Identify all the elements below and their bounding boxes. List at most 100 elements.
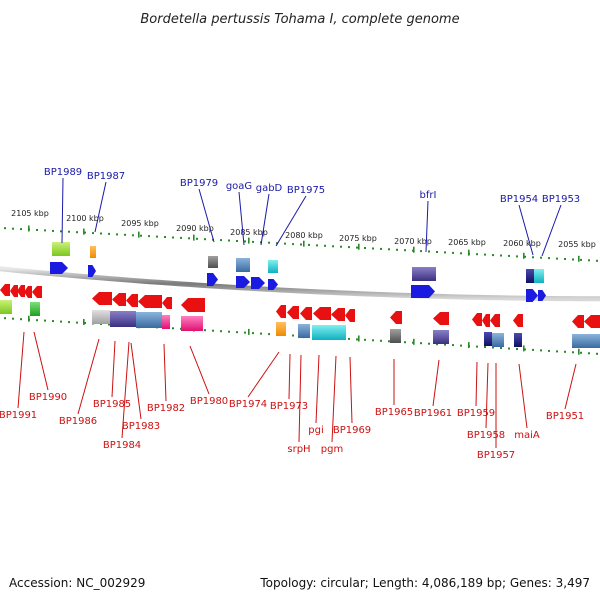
tick-dot — [372, 339, 374, 342]
reverse-gene-arrow — [482, 314, 490, 327]
tick-dot — [356, 338, 358, 341]
reverse-gene-arrow — [138, 295, 162, 308]
gene-label: BP1991 — [0, 410, 37, 421]
tick-dot — [292, 334, 294, 337]
major-tick — [468, 249, 470, 256]
gene-label: srpH — [287, 444, 310, 455]
tick-dot — [316, 244, 318, 247]
reverse-gene-arrow — [390, 311, 402, 324]
tick-label: 2090 kbp — [176, 224, 214, 233]
tick-dot — [68, 230, 70, 233]
accession-text: Accession: NC_002929 — [9, 576, 145, 590]
major-tick — [358, 243, 360, 250]
tick-dot — [500, 254, 502, 257]
gene-box — [236, 258, 250, 272]
forward-gene-arrow — [411, 285, 435, 298]
tick-dot — [564, 350, 566, 353]
tick-dot — [292, 243, 294, 246]
gene-box — [412, 267, 436, 281]
gene-leader-line — [275, 195, 307, 247]
gene-label: BP1983 — [122, 421, 160, 432]
tick-dot — [284, 242, 286, 245]
gene-label: BP1987 — [87, 171, 125, 182]
tick-dot — [332, 245, 334, 248]
reverse-gene-arrow — [126, 294, 138, 307]
gene-box — [90, 246, 96, 258]
reverse-gene-arrow — [584, 315, 600, 328]
tick-dot — [236, 240, 238, 242]
major-tick — [578, 348, 580, 355]
forward-gene-arrow — [50, 262, 68, 274]
reverse-gene-arrow — [181, 298, 205, 312]
major-tick — [523, 345, 525, 352]
major-tick — [138, 231, 140, 238]
tick-dot — [348, 337, 350, 340]
gene-label: BP1953 — [542, 194, 580, 205]
tick-dot — [532, 256, 534, 259]
tick-dot — [76, 231, 78, 234]
gene-leader-line — [518, 204, 534, 256]
major-tick — [28, 315, 30, 322]
tick-dot — [140, 234, 142, 237]
tick-dot — [540, 256, 542, 259]
tick-dot — [388, 248, 390, 251]
gene-leader-line — [425, 200, 429, 253]
tick-dot — [12, 317, 14, 320]
tick-dot — [276, 242, 278, 245]
tick-dot — [436, 251, 438, 253]
gene-box — [298, 324, 310, 338]
gene-label: BP1951 — [546, 411, 584, 422]
gene-label: goaG — [226, 181, 252, 192]
gene-label: BP1965 — [375, 407, 413, 418]
tick-dot — [492, 346, 494, 349]
reverse-gene-arrow — [17, 285, 25, 297]
gene-leader-line — [288, 353, 291, 400]
gene-label: BP1961 — [414, 408, 452, 419]
tick-dot — [508, 347, 510, 350]
gene-label: BP1986 — [59, 416, 97, 427]
tick-dot — [492, 254, 494, 257]
tick-dot — [380, 247, 382, 250]
tick-dot — [476, 345, 478, 348]
reverse-gene-arrow — [24, 286, 32, 298]
gene-box — [268, 260, 278, 273]
tick-dot — [92, 232, 94, 235]
gene-label: BP1990 — [29, 392, 67, 403]
map-title: Bordetella pertussis Tohama I, complete … — [140, 12, 459, 27]
tick-dot — [460, 252, 462, 255]
tick-dot — [60, 230, 62, 233]
gene-leader-line — [33, 331, 49, 391]
tick-dot — [548, 349, 550, 352]
gene-box — [390, 329, 401, 343]
reverse-gene-arrow — [300, 307, 312, 320]
tick-dot — [68, 321, 70, 324]
backbone-layer — [0, 266, 600, 302]
major-tick — [578, 255, 580, 262]
tick-dot — [52, 229, 54, 232]
tick-dot — [308, 243, 310, 246]
gene-box — [52, 242, 70, 256]
tick-dot — [52, 320, 54, 323]
gene-leader-line — [111, 340, 116, 398]
major-tick — [358, 335, 360, 342]
tick-label: 2105 kbp — [11, 209, 49, 218]
tick-dot — [204, 238, 206, 241]
tick-dot — [220, 239, 222, 242]
tick-dot — [580, 351, 582, 354]
gene-box — [110, 311, 136, 327]
tick-dot — [4, 227, 6, 230]
major-tick — [193, 234, 195, 241]
forward-gene-arrow — [526, 289, 538, 302]
reverse-gene-arrow — [572, 315, 584, 328]
tick-dot — [524, 255, 526, 258]
tick-dot — [436, 343, 438, 346]
tick-dot — [12, 227, 14, 230]
tick-dot — [244, 331, 246, 334]
tick-dot — [100, 232, 102, 235]
tick-dot — [396, 248, 398, 251]
gene-box — [526, 269, 534, 283]
reverse-gene-arrow — [10, 285, 18, 297]
gene-label: BP1989 — [44, 167, 82, 178]
gene-box — [181, 316, 203, 331]
reverse-gene-arrow — [0, 284, 10, 296]
